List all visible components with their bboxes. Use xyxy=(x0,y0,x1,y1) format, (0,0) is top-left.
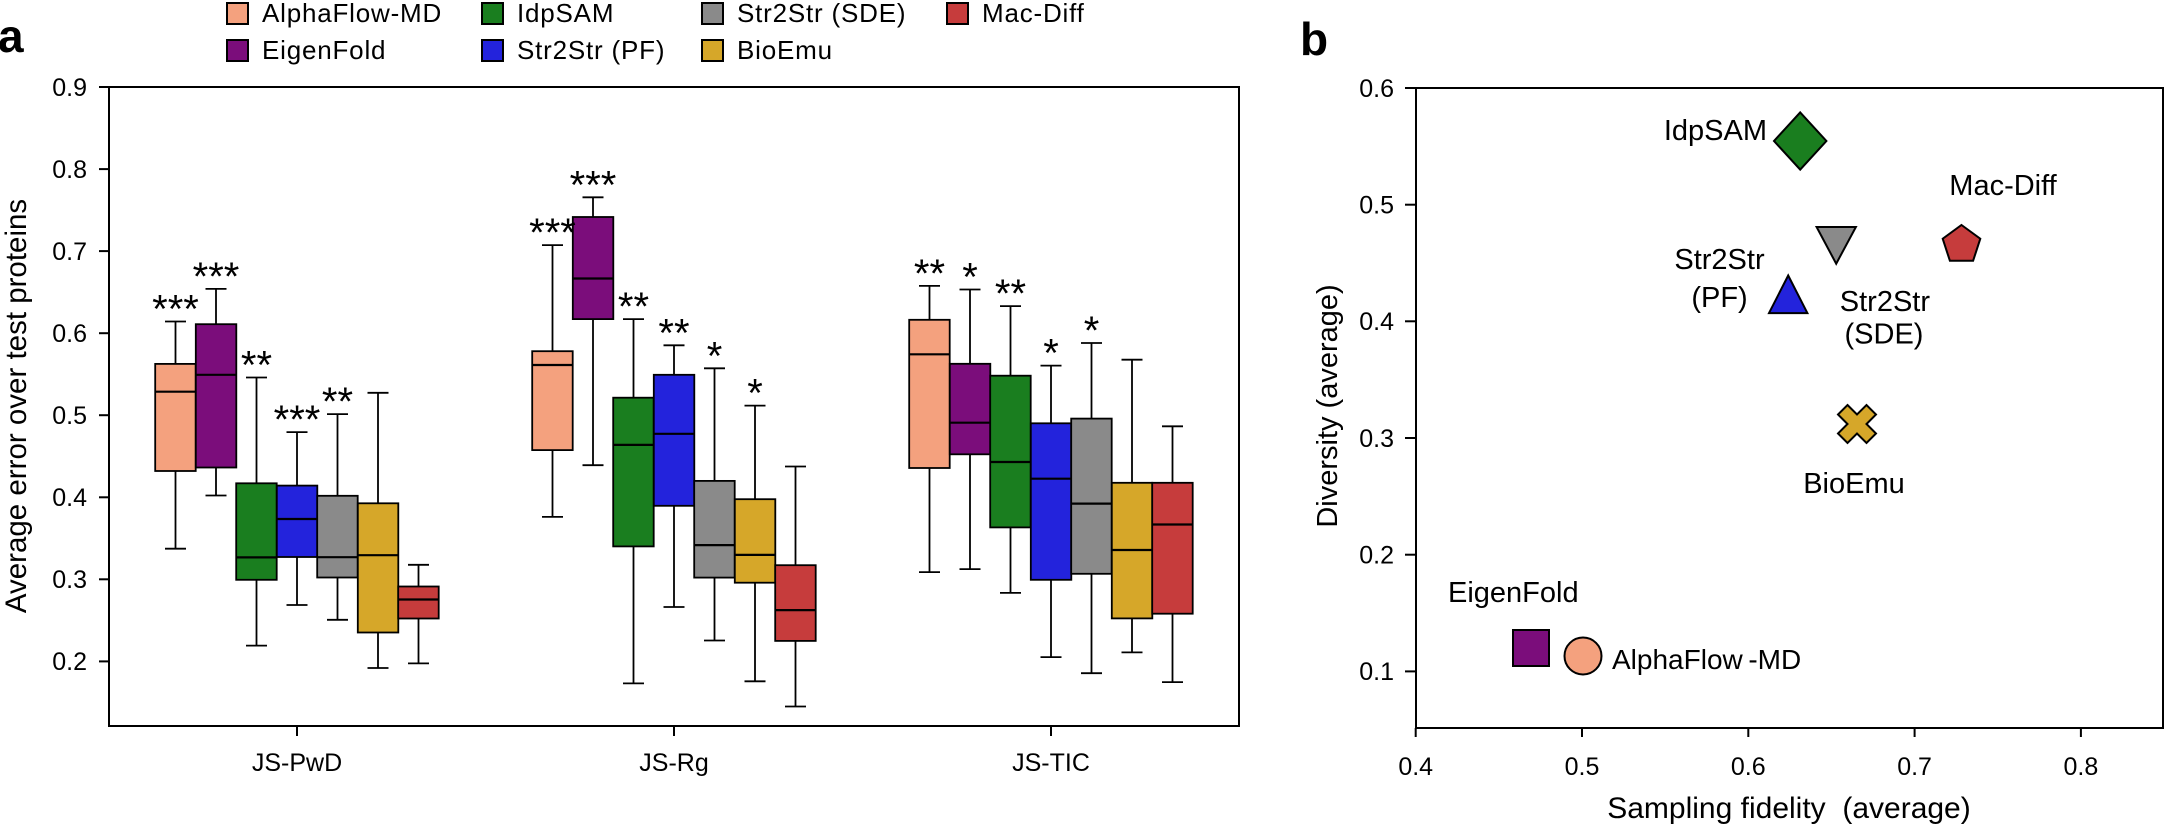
svg-text:***: *** xyxy=(529,211,576,255)
svg-text:0.5: 0.5 xyxy=(52,402,87,430)
svg-text:Str2Str: Str2Str xyxy=(1840,286,1931,318)
svg-text:***: *** xyxy=(570,163,617,207)
svg-text:*: * xyxy=(962,256,978,300)
svg-text:**: ** xyxy=(658,311,689,355)
svg-text:0.8: 0.8 xyxy=(2064,753,2099,781)
svg-text:*: * xyxy=(1043,332,1059,376)
svg-text:0.5: 0.5 xyxy=(1565,753,1600,781)
svg-text:0.2: 0.2 xyxy=(1359,542,1394,570)
svg-text:0.4: 0.4 xyxy=(1398,753,1433,781)
svg-text:Average error over test protei: Average error over test proteins xyxy=(0,199,33,613)
svg-text:**: ** xyxy=(914,252,945,296)
svg-text:**: ** xyxy=(618,285,649,329)
svg-text:0.4: 0.4 xyxy=(52,484,87,512)
svg-text:BioEmu: BioEmu xyxy=(1803,468,1905,500)
svg-text:(PF): (PF) xyxy=(1691,282,1747,314)
svg-text:(SDE): (SDE) xyxy=(1845,319,1924,351)
svg-text:**: ** xyxy=(322,380,353,424)
svg-text:a: a xyxy=(0,10,24,62)
svg-text:AlphaFlow -MD: AlphaFlow -MD xyxy=(1612,644,1801,675)
svg-text:*: * xyxy=(1084,309,1100,353)
svg-text:b: b xyxy=(1300,13,1328,65)
svg-text:0.2: 0.2 xyxy=(52,648,87,676)
svg-text:Mac-Diff: Mac-Diff xyxy=(1949,170,2057,202)
svg-text:0.6: 0.6 xyxy=(1359,75,1394,103)
svg-text:*: * xyxy=(707,334,723,378)
svg-text:***: *** xyxy=(152,288,199,332)
svg-text:0.1: 0.1 xyxy=(1359,658,1394,686)
svg-text:**: ** xyxy=(995,272,1026,316)
svg-text:JS-Rg: JS-Rg xyxy=(639,749,708,777)
svg-text:***: *** xyxy=(193,255,240,299)
svg-text:0.4: 0.4 xyxy=(1359,308,1394,336)
svg-text:0.7: 0.7 xyxy=(1897,753,1932,781)
svg-text:Str2Str (SDE): Str2Str (SDE) xyxy=(737,0,906,28)
svg-text:JS-PwD: JS-PwD xyxy=(252,749,342,777)
svg-text:0.9: 0.9 xyxy=(52,74,87,102)
svg-text:EigenFold: EigenFold xyxy=(1448,577,1579,609)
svg-text:**: ** xyxy=(241,344,272,388)
svg-text:*: * xyxy=(747,372,763,416)
svg-text:Diversity (average): Diversity (average) xyxy=(1312,284,1344,527)
svg-text:Str2Str: Str2Str xyxy=(1674,244,1765,276)
svg-text:Sampling fidelity (average): Sampling fidelity (average) xyxy=(1607,792,1971,824)
svg-text:0.3: 0.3 xyxy=(52,566,87,594)
svg-text:0.7: 0.7 xyxy=(52,238,87,266)
svg-text:0.8: 0.8 xyxy=(52,156,87,184)
svg-text:0.5: 0.5 xyxy=(1359,192,1394,220)
svg-text:AlphaFlow-MD: AlphaFlow-MD xyxy=(262,0,442,28)
svg-text:Mac-Diff: Mac-Diff xyxy=(982,0,1085,28)
svg-text:0.6: 0.6 xyxy=(1731,753,1766,781)
svg-text:BioEmu: BioEmu xyxy=(737,35,833,65)
svg-text:0.3: 0.3 xyxy=(1359,425,1394,453)
svg-text:***: *** xyxy=(274,398,321,442)
svg-text:JS-TIC: JS-TIC xyxy=(1012,749,1090,777)
svg-text:EigenFold: EigenFold xyxy=(262,35,386,65)
svg-text:0.6: 0.6 xyxy=(52,320,87,348)
svg-text:IdpSAM: IdpSAM xyxy=(517,0,614,28)
svg-text:IdpSAM: IdpSAM xyxy=(1664,115,1767,147)
svg-text:Str2Str (PF): Str2Str (PF) xyxy=(517,35,665,65)
